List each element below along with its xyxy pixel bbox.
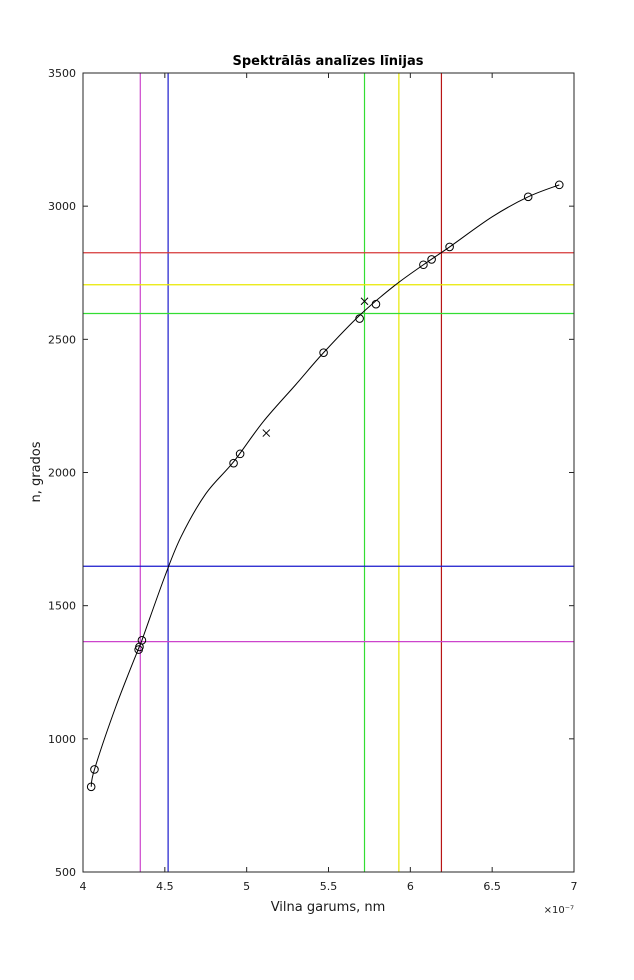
calibration-point-0 [86, 782, 96, 792]
calibration-point-13 [523, 192, 533, 202]
x-tick-label-4: 6 [407, 880, 414, 893]
measured-point-0 [262, 429, 271, 437]
y-axis-label: n, grados [29, 441, 44, 502]
calibration-markers [86, 180, 564, 792]
calibration-point-6 [235, 449, 245, 459]
chart-title: Spektrālās analīzes līnijas [233, 54, 424, 69]
calibration-point-1 [90, 765, 99, 774]
calibration-point-10 [419, 260, 428, 270]
measured-point-1 [360, 297, 369, 306]
y-tick-label-1: 1000 [48, 733, 76, 746]
x-tick-label-5: 6.5 [483, 880, 501, 893]
calibration-point-5 [229, 458, 238, 468]
y-tick-label-2: 1500 [48, 600, 76, 613]
x-axis-ticks: 4 4.5 5 5.5 6 6.5 7 [80, 73, 578, 893]
calibration-point-9 [371, 299, 381, 309]
y-tick-label-4: 2500 [48, 333, 76, 346]
plot-background [83, 73, 574, 872]
measured-markers [262, 297, 369, 437]
y-tick-label-3: 2000 [48, 467, 76, 480]
reference-lines [83, 73, 574, 872]
x-tick-label-2: 5 [243, 880, 250, 893]
x-axis-multiplier: ×10⁻⁷ [544, 905, 574, 916]
x-axis-label: Vilna garums, nm [271, 900, 386, 915]
calibration-point-8 [355, 314, 364, 323]
x-tick-label-0: 4 [80, 880, 87, 893]
x-tick-label-1: 4.5 [156, 880, 174, 893]
x-tick-label-3: 5.5 [320, 880, 338, 893]
y-tick-label-5: 3000 [48, 200, 76, 213]
calibration-point-12 [445, 242, 454, 252]
calibration-point-11 [427, 255, 436, 264]
fit-curve [90, 184, 560, 787]
calibration-point-7 [319, 348, 328, 357]
y-tick-label-6: 3500 [48, 67, 76, 80]
x-tick-label-6: 7 [571, 880, 578, 893]
y-tick-label-0: 500 [55, 866, 76, 879]
calibration-point-14 [554, 180, 564, 190]
calibration-point-4 [137, 635, 147, 645]
y-axis-ticks: 500 1000 1500 2000 2500 3000 3500 [48, 67, 574, 879]
